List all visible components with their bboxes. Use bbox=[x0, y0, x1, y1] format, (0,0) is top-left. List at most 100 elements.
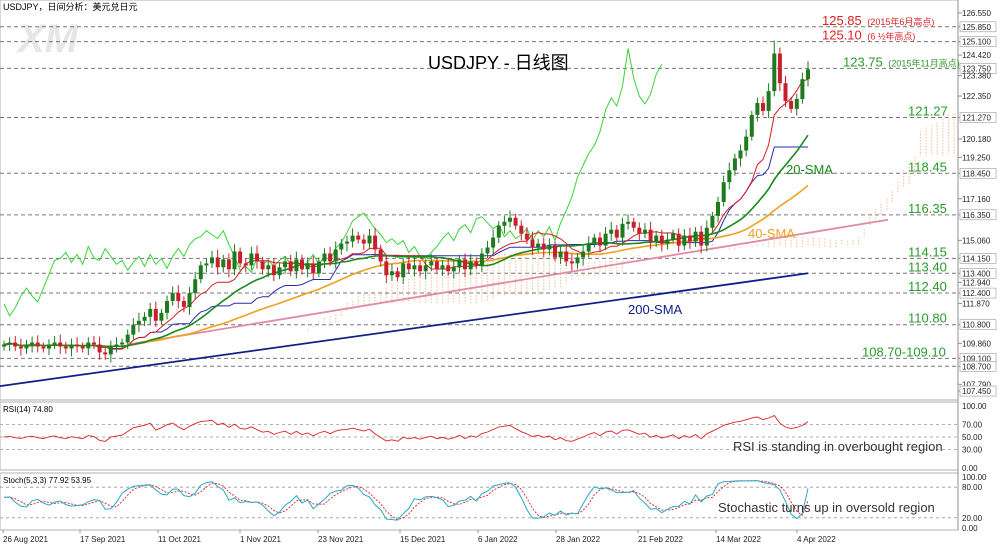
candle-body bbox=[373, 235, 378, 250]
rsi-tick-label: 50.00 bbox=[962, 433, 983, 442]
candle-body bbox=[598, 237, 602, 246]
candle-body bbox=[47, 344, 51, 349]
y-tick-label: 122.350 bbox=[962, 92, 991, 101]
stoch-tick-label: 100.00 bbox=[962, 473, 987, 482]
candle-body bbox=[339, 243, 344, 250]
x-tick-label: 17 Sep 2021 bbox=[80, 535, 126, 544]
candle-body bbox=[80, 346, 85, 349]
candle-body bbox=[508, 217, 512, 222]
candle-body bbox=[446, 265, 451, 272]
candle-body bbox=[524, 233, 529, 240]
time-axis: 26 Aug 2021 17 Sep 2021 11 Oct 2021 1 Nov 2… bbox=[2, 530, 836, 544]
candle-body bbox=[232, 251, 237, 270]
x-tick-label: 11 Oct 2021 bbox=[158, 535, 202, 544]
candle-body bbox=[536, 243, 541, 248]
y-tick-label: 110.800 bbox=[962, 321, 991, 330]
candle-body bbox=[631, 221, 636, 228]
candle-body bbox=[491, 237, 496, 248]
candle-body bbox=[148, 308, 153, 317]
candle-body bbox=[311, 263, 316, 274]
rsi-tick-label: 70.00 bbox=[962, 421, 983, 430]
candle-body bbox=[434, 261, 439, 270]
candle-body bbox=[255, 253, 259, 262]
candle-body bbox=[92, 342, 96, 345]
candle-body bbox=[406, 263, 411, 270]
y-tick-label: 107.790 bbox=[962, 380, 991, 389]
y-tick-label: 126.550 bbox=[962, 9, 991, 18]
ascending-trendline bbox=[127, 218, 889, 346]
candle-body bbox=[794, 99, 799, 109]
level-labels: 125.85 (2015年6月高点) 125.10 (6 ½年高点) 123.75 (20… bbox=[822, 13, 960, 360]
candlesticks bbox=[2, 40, 810, 363]
candle-body bbox=[18, 346, 23, 349]
candle-body bbox=[120, 342, 125, 345]
sma40-label: 40-SMA bbox=[748, 226, 795, 241]
candle-body bbox=[502, 221, 507, 226]
x-tick-label: 14 Mar 2022 bbox=[716, 535, 761, 544]
candle-body bbox=[30, 342, 35, 345]
y-tick-label: 123.380 bbox=[962, 72, 991, 81]
candle-body bbox=[676, 233, 681, 246]
candle-body bbox=[288, 261, 293, 272]
x-tick-label: 28 Jan 2022 bbox=[556, 535, 601, 544]
ichimoku-cloud bbox=[256, 113, 955, 349]
y-tick-label: 116.350 bbox=[962, 211, 991, 220]
candle-body bbox=[429, 261, 434, 266]
y-tick-label: 124.420 bbox=[962, 51, 991, 60]
candle-body bbox=[783, 83, 788, 101]
candle-body bbox=[97, 344, 102, 353]
stoch-d-line bbox=[3, 480, 809, 521]
rsi-tick-label: 30.00 bbox=[962, 445, 983, 454]
level-lines bbox=[0, 26, 958, 367]
candle-body bbox=[519, 225, 524, 234]
candle-body bbox=[648, 229, 653, 242]
candle-body bbox=[221, 259, 226, 268]
stoch-tick-label: 0.00 bbox=[962, 524, 978, 533]
candle-body bbox=[159, 312, 164, 321]
candle-body bbox=[479, 253, 484, 266]
rsi-panel: 100.00 70.00 50.00 30.00 0.00 bbox=[0, 402, 987, 473]
candle-body bbox=[485, 247, 490, 254]
stoch-tick-label: 20.00 bbox=[962, 514, 983, 523]
candle-body bbox=[63, 346, 68, 349]
x-tick-label: 4 Apr 2022 bbox=[797, 535, 836, 544]
candle-body bbox=[277, 267, 282, 276]
candle-body bbox=[108, 346, 113, 355]
candle-body bbox=[356, 235, 361, 240]
candle-body bbox=[260, 261, 265, 270]
y-tick-label: 125.100 bbox=[962, 38, 991, 47]
candle-body bbox=[305, 263, 310, 270]
candle-body bbox=[142, 316, 147, 321]
candle-body bbox=[300, 259, 304, 270]
level-label: 121.27 bbox=[908, 103, 948, 118]
y-tick-box bbox=[959, 21, 997, 33]
candle-body bbox=[13, 342, 18, 347]
y-tick-label: 119.250 bbox=[962, 153, 991, 162]
y-tick-box bbox=[959, 253, 997, 264]
y-tick-box bbox=[959, 360, 997, 372]
stoch-k-line bbox=[3, 480, 809, 521]
candle-body bbox=[153, 308, 158, 321]
stoch-tick-label: 80.00 bbox=[962, 483, 983, 492]
y-tick-label: 118.450 bbox=[962, 169, 991, 178]
candle-body bbox=[789, 101, 794, 109]
x-tick-label: 21 Feb 2022 bbox=[638, 535, 683, 544]
candle-body bbox=[58, 342, 63, 347]
rsi-line bbox=[3, 415, 809, 442]
candle-body bbox=[749, 114, 754, 137]
candle-body bbox=[575, 257, 580, 264]
candle-body bbox=[474, 261, 479, 266]
candle-body bbox=[412, 265, 417, 270]
candle-body bbox=[541, 243, 546, 250]
candle-body bbox=[367, 235, 372, 244]
candle-body bbox=[777, 53, 782, 84]
candle-body bbox=[716, 202, 720, 216]
candle-body bbox=[384, 261, 389, 276]
level-label: 125.85 bbox=[822, 13, 862, 28]
candle-body bbox=[772, 53, 777, 92]
stoch-panel-frame bbox=[0, 472, 959, 531]
candle-body bbox=[389, 271, 394, 276]
candle-body bbox=[187, 293, 192, 307]
candle-body bbox=[496, 225, 501, 238]
stoch-title: Stoch(5,3,3) 77.92 53.95 bbox=[3, 476, 92, 485]
